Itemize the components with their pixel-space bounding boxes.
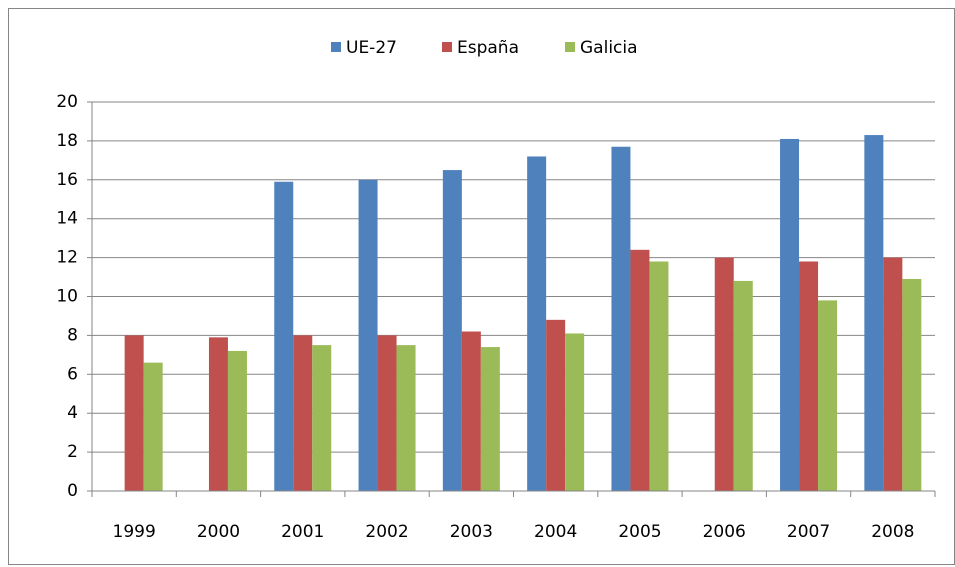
x-tick-label: 2005	[618, 522, 661, 542]
bar	[143, 362, 163, 491]
bar	[864, 135, 884, 491]
y-tick-label: 0	[67, 481, 78, 501]
bar	[274, 181, 294, 491]
x-tick-label: 2000	[197, 522, 240, 542]
bar	[442, 170, 462, 491]
legend-label: Galicia	[580, 38, 638, 58]
bar	[733, 280, 753, 491]
bar	[649, 261, 669, 491]
x-tick-label: 1999	[113, 522, 156, 542]
bar	[312, 345, 332, 491]
bar	[780, 138, 800, 491]
y-tick-label: 20	[56, 92, 78, 112]
x-tick-label: 2002	[365, 522, 408, 542]
bar	[527, 156, 547, 491]
bar	[480, 347, 500, 491]
bar	[565, 333, 585, 491]
bar	[396, 345, 416, 491]
legend-marker	[442, 42, 452, 52]
bar	[714, 257, 734, 491]
bar	[377, 335, 397, 491]
x-tick-label: 2008	[871, 522, 914, 542]
bar	[818, 300, 838, 491]
y-tick-label: 10	[56, 287, 78, 307]
bar	[208, 337, 228, 491]
y-tick-label: 18	[56, 131, 78, 151]
bar	[293, 335, 313, 491]
y-tick-label: 4	[67, 403, 78, 423]
legend-label: España	[457, 38, 519, 58]
x-tick-label: 2004	[534, 522, 577, 542]
legend-marker	[565, 42, 575, 52]
y-tick-label: 14	[56, 209, 78, 229]
bar	[611, 146, 631, 492]
bar	[358, 179, 378, 492]
x-tick-label: 2007	[787, 522, 830, 542]
bar	[461, 331, 481, 491]
bar	[546, 319, 566, 491]
x-tick-label: 2001	[281, 522, 324, 542]
y-tick-label: 2	[67, 442, 78, 462]
bar	[630, 249, 650, 491]
bar	[227, 350, 247, 491]
legend-label: UE-27	[346, 38, 397, 58]
bar	[799, 261, 819, 491]
bar	[883, 257, 903, 491]
legend-marker	[331, 42, 341, 52]
bar	[124, 335, 144, 491]
y-tick-label: 8	[67, 325, 78, 345]
y-tick-label: 6	[67, 364, 78, 384]
x-tick-label: 2003	[450, 522, 493, 542]
y-tick-label: 16	[56, 170, 78, 190]
y-tick-label: 12	[56, 248, 78, 268]
x-tick-label: 2006	[703, 522, 746, 542]
bar	[902, 278, 922, 491]
